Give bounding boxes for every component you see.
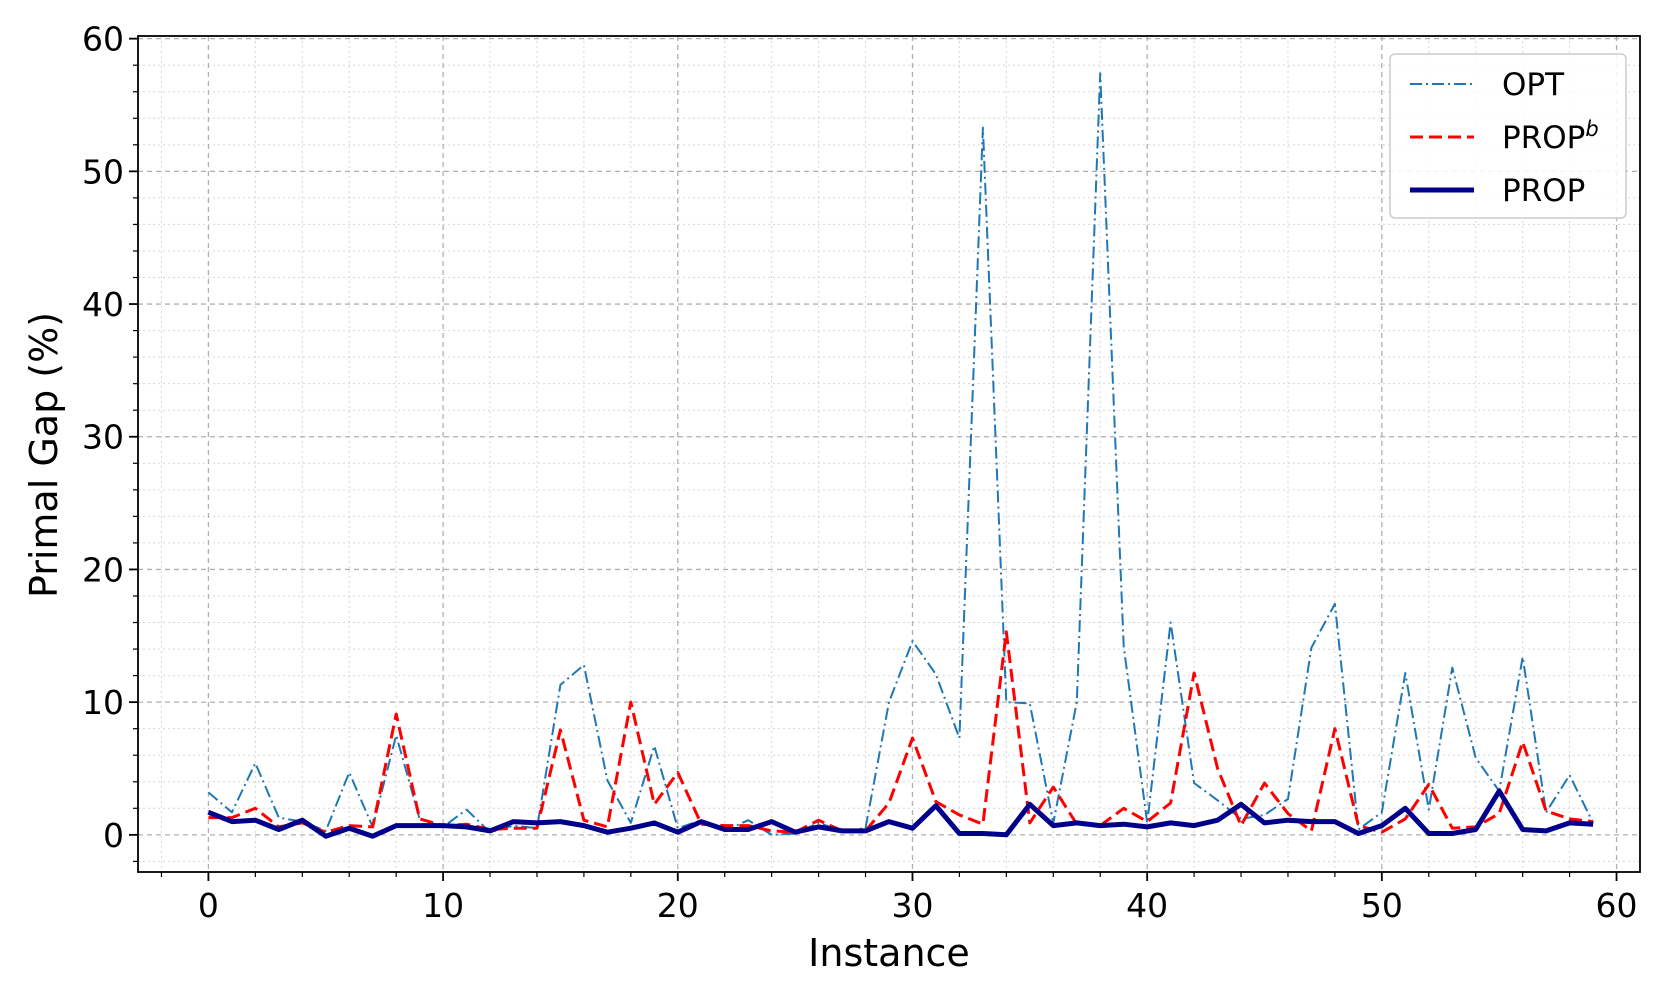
y-tick-label: 20	[82, 550, 124, 589]
y-tick-label: 30	[82, 418, 124, 457]
legend-label-3: PROP	[1502, 173, 1585, 209]
x-tick-label: 60	[1596, 886, 1638, 925]
x-axis-title: Instance	[808, 931, 970, 975]
y-tick-label: 60	[82, 20, 124, 59]
x-tick-label: 30	[891, 886, 933, 925]
y-tick-label: 10	[82, 683, 124, 722]
legend-label-2: PROPb	[1502, 117, 1599, 156]
y-tick-label: 0	[103, 816, 124, 855]
y-tick-label: 40	[82, 285, 124, 324]
legend: OPT PROPb PROP	[1389, 53, 1627, 219]
y-tick-label: 50	[82, 152, 124, 191]
legend-box	[1389, 53, 1627, 219]
axes-layer: 0 10 20 30 40 50 60 0 10 20 30 40 50 60	[82, 20, 1641, 925]
series-line-3	[207, 788, 1594, 839]
grid-layer	[138, 36, 1640, 872]
legend-label-1: OPT	[1502, 67, 1565, 103]
x-tick-label: 40	[1126, 886, 1168, 925]
x-tick-label: 0	[198, 886, 219, 925]
x-tick-label: 50	[1361, 886, 1403, 925]
x-tick-label: 10	[422, 886, 464, 925]
plot-frame	[137, 35, 1641, 873]
series-layer	[207, 72, 1594, 839]
x-tick-label: 20	[657, 886, 699, 925]
y-axis-title: Primal Gap (%)	[22, 312, 66, 598]
